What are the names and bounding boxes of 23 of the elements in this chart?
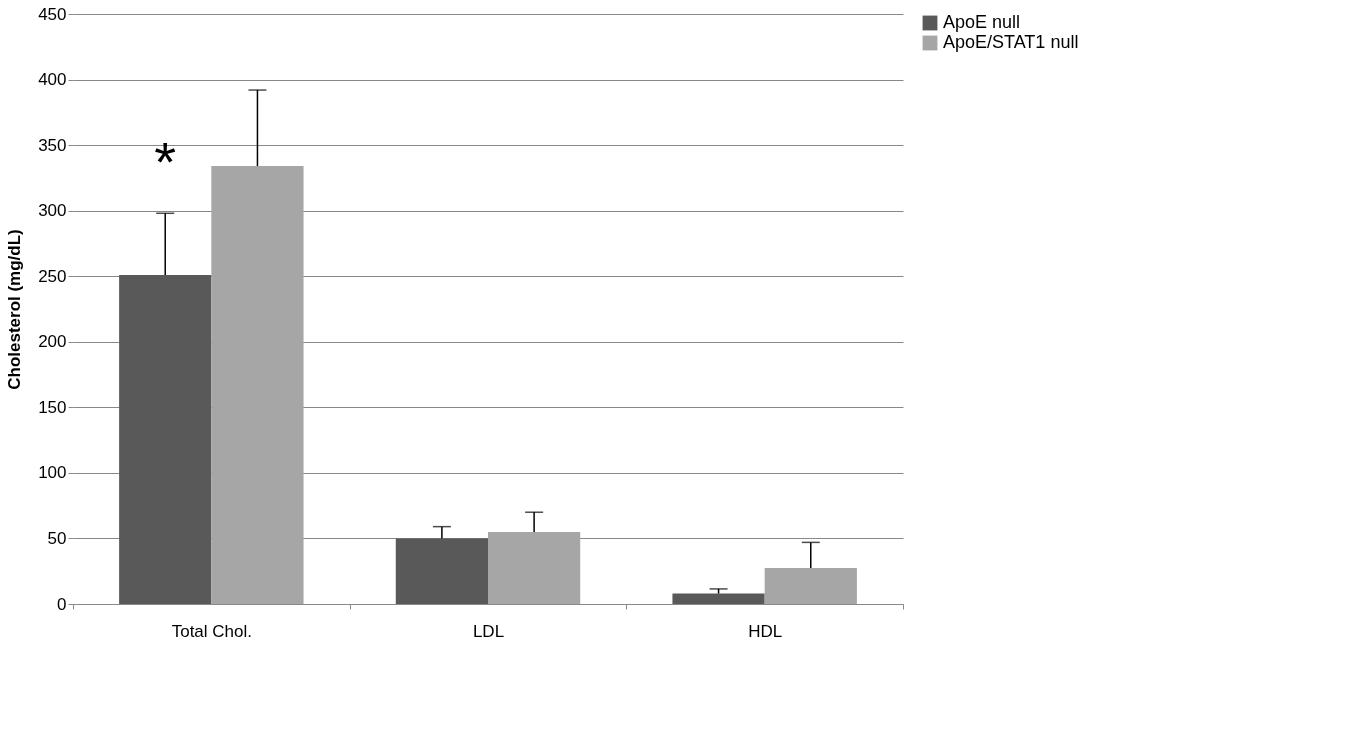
y-tick-label: 400 — [38, 70, 67, 90]
y-tick-label: 100 — [38, 463, 67, 483]
bar — [119, 274, 212, 604]
legend-label: ApoE/STAT1 null — [943, 32, 1079, 52]
x-tick-label: LDL — [472, 621, 505, 641]
bar — [488, 531, 581, 604]
y-axis-title: Cholesterol (mg/dL) — [5, 229, 25, 390]
legend-label: ApoE null — [943, 12, 1021, 32]
bar — [672, 593, 765, 604]
bar — [211, 166, 304, 604]
x-tick-label: Total Chol. — [171, 621, 252, 641]
y-tick-label: 200 — [38, 332, 67, 352]
bar — [764, 567, 857, 604]
y-tick-label: 350 — [38, 135, 67, 155]
y-tick-label: 450 — [38, 4, 67, 24]
annotation: * — [154, 130, 177, 194]
y-tick-label: 50 — [47, 528, 67, 548]
x-tick-label: HDL — [748, 621, 783, 641]
y-tick-label: 300 — [38, 201, 67, 221]
bar — [395, 538, 488, 604]
y-tick-label: 0 — [57, 594, 67, 614]
y-tick-label: 150 — [38, 397, 67, 417]
y-tick-label: 250 — [38, 266, 67, 286]
